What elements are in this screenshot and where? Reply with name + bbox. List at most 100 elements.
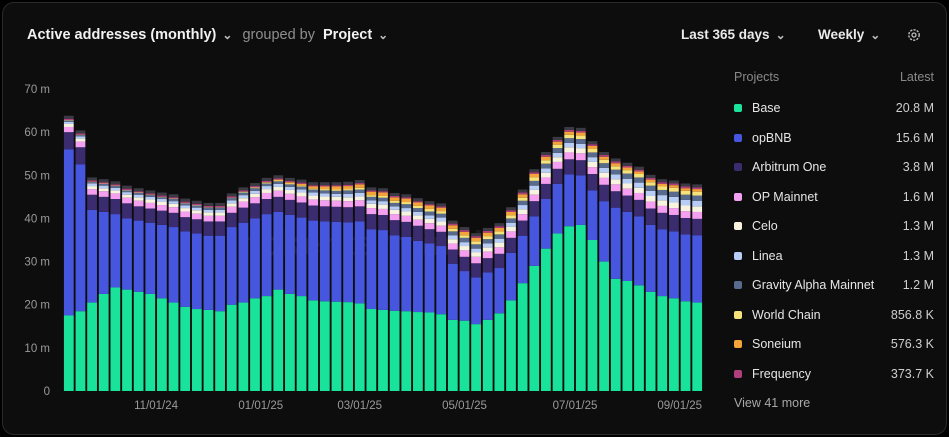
bar-segment[interactable] [98,182,109,184]
bar-segment[interactable] [517,189,528,193]
bar-segment[interactable] [296,217,307,297]
bar-segment[interactable] [180,208,191,212]
bar-segment[interactable] [459,237,470,243]
bar-segment[interactable] [424,201,435,205]
bar-segment[interactable] [331,186,342,190]
bar-segment[interactable] [250,298,260,391]
bar-segment[interactable] [319,206,330,222]
bar-segment[interactable] [634,216,644,286]
bar-segment[interactable] [191,205,202,208]
bar-segment[interactable] [63,149,74,316]
bar-segment[interactable] [75,133,86,135]
bar-segment[interactable] [354,180,365,184]
bar-segment[interactable] [98,183,109,186]
bar-segment[interactable] [215,215,225,222]
bar-segment[interactable] [680,218,691,235]
bar-segment[interactable] [413,225,423,241]
bar-segment[interactable] [587,148,598,153]
bar-segment[interactable] [285,199,295,215]
bar-segment[interactable] [471,241,481,245]
bar-segment[interactable] [494,268,505,314]
bar-segment[interactable] [343,184,353,187]
bar-segment[interactable] [401,194,412,198]
bar-segment[interactable] [447,228,458,232]
bar-segment[interactable] [587,145,598,149]
bar-segment[interactable] [378,208,388,215]
bar-segment[interactable] [308,188,319,190]
bar-segment[interactable] [122,192,132,195]
bar-segment[interactable] [471,236,481,238]
bar-segment[interactable] [575,175,586,225]
bar-segment[interactable] [517,209,528,215]
bar-segment[interactable] [634,166,644,170]
legend-item[interactable]: Celo 1.3 M [734,216,934,236]
bar-segment[interactable] [98,185,109,189]
bar-segment[interactable] [645,179,656,183]
bar-segment[interactable] [180,211,191,218]
bar-segment[interactable] [75,135,86,137]
bar-segment[interactable] [541,248,551,391]
bar-segment[interactable] [610,161,621,164]
bar-segment[interactable] [447,225,458,229]
bar-segment[interactable] [273,175,284,179]
bar-segment[interactable] [610,191,621,208]
bar-segment[interactable] [331,221,342,302]
bar-segment[interactable] [459,230,470,232]
bar-segment[interactable] [273,186,284,191]
bar-segment[interactable] [482,243,493,248]
bar-segment[interactable] [459,235,470,238]
bar-segment[interactable] [122,197,132,204]
bar-segment[interactable] [657,189,668,196]
bar-segment[interactable] [110,187,121,191]
bar-segment[interactable] [564,147,575,153]
bar-segment[interactable] [506,226,516,232]
bar-segment[interactable] [157,210,167,225]
bar-segment[interactable] [436,207,447,212]
bar-segment[interactable] [471,277,481,325]
bar-segment[interactable] [529,172,540,174]
bar-segment[interactable] [238,192,249,196]
bar-segment[interactable] [622,178,633,184]
bar-segment[interactable] [517,214,528,221]
bar-segment[interactable] [564,142,575,148]
bar-segment[interactable] [645,208,656,225]
bar-segment[interactable] [191,213,202,220]
bar-segment[interactable] [261,177,272,181]
bar-segment[interactable] [541,172,551,178]
bar-segment[interactable] [308,186,319,189]
bar-segment[interactable] [552,144,563,149]
bar-segment[interactable] [413,240,423,313]
bar-segment[interactable] [692,191,703,196]
bar-segment[interactable] [541,155,551,157]
bar-segment[interactable] [110,184,121,186]
bar-segment[interactable] [575,160,586,176]
bar-segment[interactable] [168,201,179,204]
bar-segment[interactable] [110,214,121,288]
bar-segment[interactable] [389,235,400,311]
bar-segment[interactable] [261,180,272,183]
bar-segment[interactable] [575,153,586,161]
bar-segment[interactable] [424,312,435,391]
bar-segment[interactable] [133,194,144,198]
interval-dropdown[interactable]: Weekly ⌄ [818,27,880,42]
bar-segment[interactable] [634,182,644,188]
bar-segment[interactable] [250,187,260,189]
bar-segment[interactable] [471,237,481,242]
legend-item[interactable]: Linea 1.3 M [734,246,934,266]
bar-segment[interactable] [471,324,481,391]
bar-segment[interactable] [261,189,272,193]
bar-segment[interactable] [459,227,470,231]
bar-segment[interactable] [645,224,656,292]
bar-segment[interactable] [285,214,295,294]
bar-segment[interactable] [308,189,319,193]
bar-segment[interactable] [529,189,540,195]
bar-segment[interactable] [564,138,575,143]
bar-segment[interactable] [424,204,435,206]
bar-segment[interactable] [180,203,191,206]
bar-segment[interactable] [98,196,109,212]
bar-segment[interactable] [145,222,156,294]
bar-segment[interactable] [87,194,97,210]
bar-segment[interactable] [634,187,644,193]
bar-segment[interactable] [250,190,260,194]
bar-segment[interactable] [599,184,609,202]
